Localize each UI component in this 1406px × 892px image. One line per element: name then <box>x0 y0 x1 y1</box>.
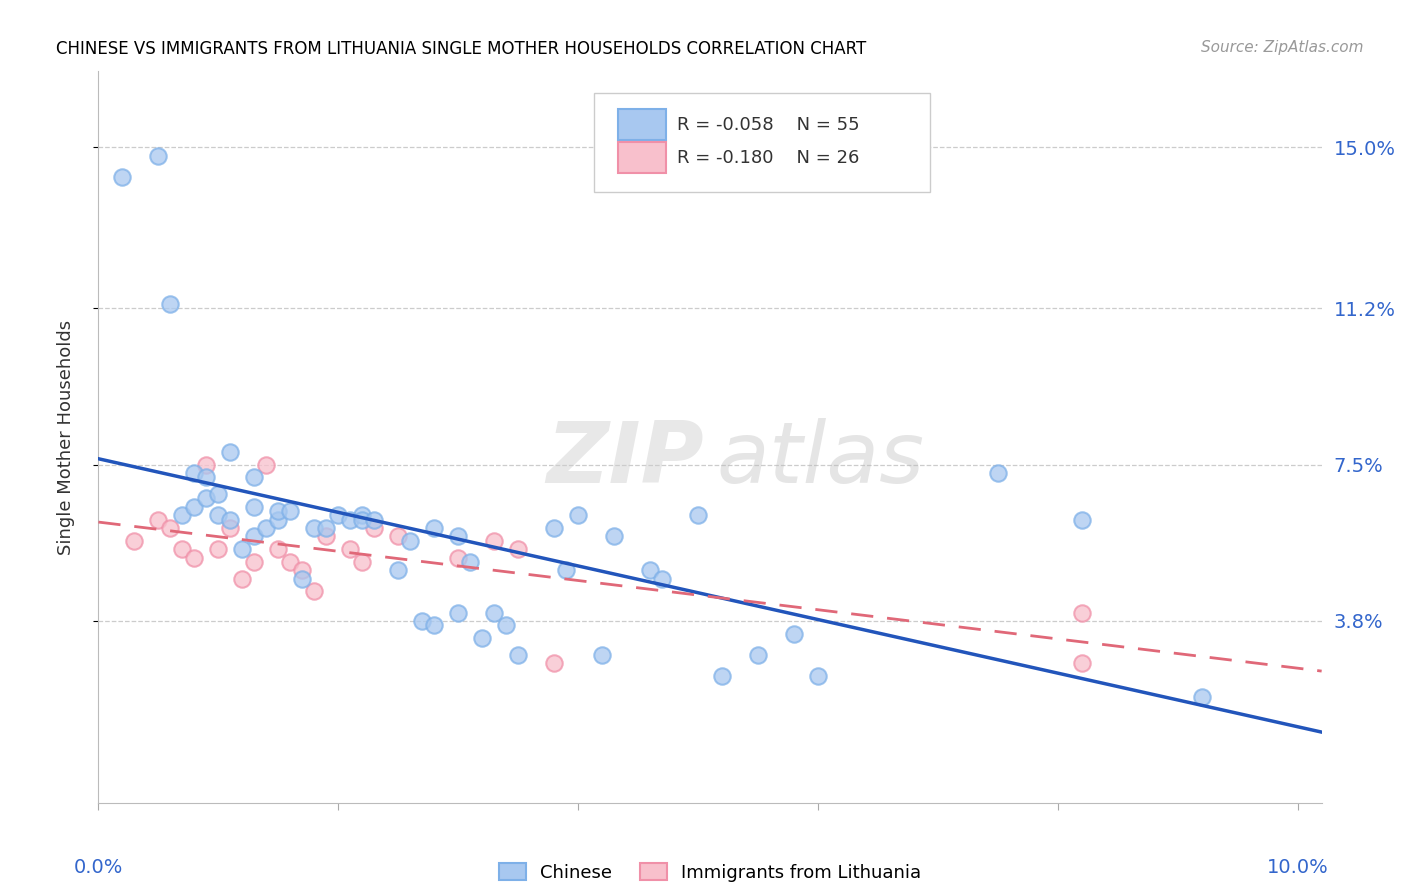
Point <box>183 500 205 514</box>
Point <box>207 487 229 501</box>
Point <box>458 555 481 569</box>
Text: CHINESE VS IMMIGRANTS FROM LITHUANIA SINGLE MOTHER HOUSEHOLDS CORRELATION CHART: CHINESE VS IMMIGRANTS FROM LITHUANIA SIN… <box>56 40 866 58</box>
Point <box>243 529 266 543</box>
Point <box>711 669 734 683</box>
Point <box>243 500 266 514</box>
Point <box>339 542 361 557</box>
Point <box>447 529 470 543</box>
Point <box>783 626 806 640</box>
Text: 0.0%: 0.0% <box>73 858 124 877</box>
Point <box>243 470 266 484</box>
Point <box>411 614 433 628</box>
Point <box>207 542 229 557</box>
Point <box>508 648 530 662</box>
Point <box>148 512 170 526</box>
Point <box>172 508 194 523</box>
Point <box>352 512 374 526</box>
Point <box>807 669 830 683</box>
Point <box>172 542 194 557</box>
Point <box>543 657 565 671</box>
Point <box>328 508 350 523</box>
Point <box>987 466 1010 480</box>
Text: ZIP: ZIP <box>547 417 704 500</box>
Point <box>315 529 337 543</box>
Point <box>207 508 229 523</box>
Point <box>304 584 326 599</box>
Point <box>471 631 494 645</box>
Point <box>482 606 505 620</box>
Point <box>195 491 218 506</box>
Point <box>651 572 673 586</box>
Point <box>543 521 565 535</box>
Point <box>291 563 314 577</box>
Text: R = -0.058    N = 55: R = -0.058 N = 55 <box>678 116 859 134</box>
Text: 10.0%: 10.0% <box>1267 858 1329 877</box>
Point <box>183 550 205 565</box>
Point <box>1191 690 1213 705</box>
Text: atlas: atlas <box>716 417 924 500</box>
Point <box>231 572 253 586</box>
Y-axis label: Single Mother Households: Single Mother Households <box>56 319 75 555</box>
Point <box>243 555 266 569</box>
Point <box>423 618 446 632</box>
Point <box>195 458 218 472</box>
Point <box>254 458 277 472</box>
Point <box>686 508 709 523</box>
Point <box>423 521 446 535</box>
Point <box>278 555 301 569</box>
Point <box>159 297 181 311</box>
Point <box>1070 606 1092 620</box>
Point <box>747 648 769 662</box>
Point <box>591 648 613 662</box>
Point <box>124 533 146 548</box>
Point <box>339 512 361 526</box>
Point <box>278 504 301 518</box>
Point <box>148 149 170 163</box>
Point <box>219 512 242 526</box>
Point <box>159 521 181 535</box>
Point <box>111 169 134 184</box>
Point <box>363 521 385 535</box>
Point <box>352 508 374 523</box>
Point <box>447 550 470 565</box>
Text: R = -0.180    N = 26: R = -0.180 N = 26 <box>678 149 859 167</box>
Point <box>567 508 589 523</box>
Point <box>638 563 661 577</box>
Point <box>603 529 626 543</box>
Point <box>219 445 242 459</box>
Point <box>363 512 385 526</box>
Point <box>231 542 253 557</box>
Text: Source: ZipAtlas.com: Source: ZipAtlas.com <box>1201 40 1364 55</box>
Point <box>447 606 470 620</box>
Point <box>387 563 409 577</box>
Point <box>1070 512 1092 526</box>
Point <box>291 572 314 586</box>
Point <box>555 563 578 577</box>
Point <box>315 521 337 535</box>
Point <box>254 521 277 535</box>
Point <box>495 618 517 632</box>
Point <box>1070 657 1092 671</box>
Point <box>352 555 374 569</box>
FancyBboxPatch shape <box>619 143 666 173</box>
Point <box>482 533 505 548</box>
Point <box>399 533 422 548</box>
Point <box>387 529 409 543</box>
Point <box>219 521 242 535</box>
Point <box>304 521 326 535</box>
Legend: Chinese, Immigrants from Lithuania: Chinese, Immigrants from Lithuania <box>492 856 928 888</box>
Point <box>183 466 205 480</box>
Point <box>508 542 530 557</box>
Point <box>267 504 290 518</box>
FancyBboxPatch shape <box>619 110 666 140</box>
FancyBboxPatch shape <box>593 94 931 192</box>
Point <box>195 470 218 484</box>
Point <box>267 512 290 526</box>
Point <box>267 542 290 557</box>
